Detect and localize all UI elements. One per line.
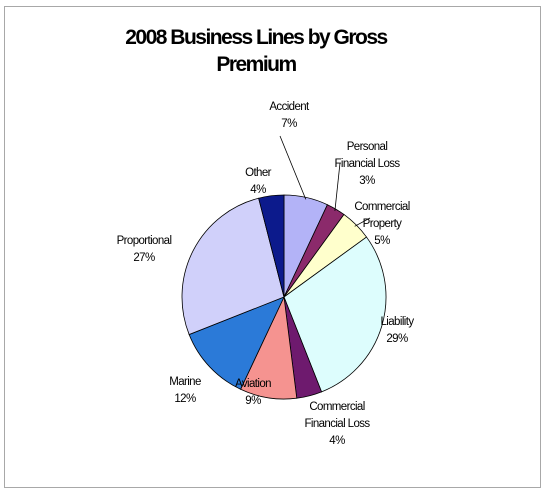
slice-label-marine: Marine 12% bbox=[169, 376, 201, 405]
slice-label-personal-financial-loss: Personal Financial Loss 3% bbox=[334, 141, 400, 187]
pie-slice-liability bbox=[283, 236, 387, 393]
slice-label-commercial-financial-loss: Commercial Financial Loss 4% bbox=[304, 401, 370, 447]
slice-label-commercial-property: Commercial Property 5% bbox=[354, 201, 409, 247]
leader-line bbox=[354, 217, 371, 227]
chart-title: 2008 Business Lines by Gross Premium bbox=[125, 26, 388, 76]
slice-label-aviation: Aviation 9% bbox=[235, 378, 271, 407]
pie-slice-other bbox=[258, 194, 285, 298]
slice-label-other: Other 4% bbox=[245, 167, 272, 196]
pie-slice-proportional bbox=[181, 197, 285, 336]
slice-label-proportional: Proportional 27% bbox=[117, 235, 172, 264]
leader-line bbox=[279, 135, 307, 200]
pie-slice-marine bbox=[188, 296, 285, 390]
leader-line bbox=[334, 162, 341, 211]
slice-label-accident: Accident 7% bbox=[269, 101, 310, 130]
slice-label-liability: Liability 29% bbox=[381, 316, 415, 345]
